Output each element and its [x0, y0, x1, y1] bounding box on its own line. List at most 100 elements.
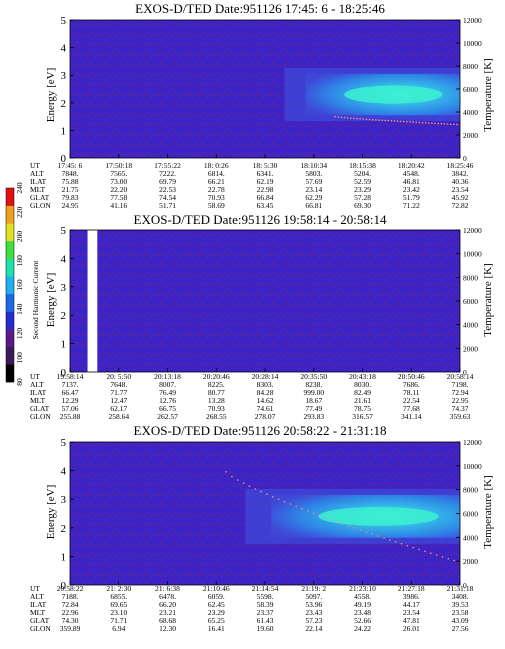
- temperature-point: [365, 118, 368, 121]
- temperature-point: [334, 115, 337, 118]
- panel-2-ylabel2: Temperature [K]: [482, 263, 494, 336]
- ephemeris-row-label: ALT: [30, 592, 44, 601]
- ephemeris-value: 23.58: [452, 608, 469, 617]
- ephemeris-value: 20:50:46: [398, 372, 425, 381]
- ephemeris-value: 26.01: [403, 624, 420, 633]
- energy-tick-label: 0: [61, 367, 67, 379]
- ephemeris-value: 23.48: [354, 608, 371, 617]
- temperature-point: [424, 122, 427, 124]
- ephemeris-value: 7648.: [110, 380, 127, 389]
- temperature-tick-label: 2000: [463, 131, 478, 140]
- temperature-tick-label: 2000: [463, 344, 478, 353]
- ephemeris-value: 7848.: [62, 169, 79, 178]
- temperature-point: [435, 554, 438, 556]
- temperature-point: [403, 120, 405, 123]
- ephemeris-row-label: UT: [30, 584, 40, 593]
- ephemeris-value: 23.54: [452, 185, 469, 194]
- ephemeris-value: 66.47: [62, 388, 79, 397]
- ephemeris-value: 69.30: [354, 201, 371, 210]
- ephemeris-value: 3408.: [452, 592, 469, 601]
- temperature-point: [359, 529, 362, 531]
- ephemeris-value: 14.62: [257, 396, 274, 405]
- energy-tick-label: 1: [61, 339, 67, 351]
- ephemeris-value: 53.96: [305, 600, 322, 609]
- ephemeris-value: 22.14: [305, 624, 322, 633]
- temperature-point: [428, 122, 430, 124]
- ephemeris-value: 6814.: [208, 169, 225, 178]
- colorbar-swatch: [6, 329, 14, 348]
- panel-3-plot: 0 1 2 3 4 5 0 2000 4000 6000 8000 10000 12000 20:58:2…: [30, 437, 482, 633]
- energy-tick-label: 1: [61, 125, 67, 137]
- colorbar-tick-label: 200: [15, 231, 24, 243]
- ephemeris-value: 23.14: [305, 185, 322, 194]
- ephemeris-value: 70.93: [208, 193, 225, 202]
- colorbar-label: Second Harmonic Current: [31, 260, 40, 340]
- ephemeris-row-label: ILAT: [30, 600, 47, 609]
- temperature-point: [318, 514, 321, 517]
- ephemeris-value: 19.60: [257, 624, 274, 633]
- temperature-point: [324, 516, 327, 519]
- ephemeris-value: 24.95: [62, 201, 79, 210]
- ephemeris-value: 268.55: [206, 412, 227, 421]
- ephemeris-value: 17:50:18: [105, 161, 132, 170]
- temperature-point: [289, 503, 292, 505]
- ephemeris-value: 18:15:38: [349, 161, 376, 170]
- ephemeris-value: 74.54: [159, 193, 176, 202]
- ephemeris-value: 52.59: [354, 177, 371, 186]
- ephemeris-value: 262.57: [157, 412, 178, 421]
- temperature-tick-label: 4000: [463, 108, 478, 117]
- colorbar-tick-label: 180: [15, 255, 24, 267]
- ephemeris-value: 66.21: [208, 177, 225, 186]
- ephemeris-value: 20:35:50: [300, 372, 327, 381]
- band-peak: [344, 85, 443, 104]
- ephemeris-value: 21:14:54: [252, 584, 279, 593]
- ephemeris-value: 21.75: [62, 185, 79, 194]
- ephemeris-value: 57.23: [305, 616, 322, 625]
- ephemeris-value: 5803.: [305, 169, 322, 178]
- energy-tick-label: 5: [61, 225, 67, 237]
- ephemeris-value: 21:31:18: [447, 584, 474, 593]
- ephemeris-value: 62.19: [257, 177, 274, 186]
- ephemeris-value: 8030.: [354, 380, 371, 389]
- ephemeris-value: 21.61: [354, 396, 371, 405]
- temperature-point: [350, 117, 352, 119]
- ephemeris-value: 23.37: [257, 608, 274, 617]
- temperature-point: [390, 120, 393, 122]
- energy-tick-label: 4: [61, 466, 67, 478]
- temperature-point: [368, 118, 371, 121]
- ephemeris-value: 8225.: [208, 380, 225, 389]
- ephemeris-value: 7565.: [110, 169, 127, 178]
- temperature-point: [353, 117, 355, 120]
- ephemeris-value: 17:45: 6: [58, 161, 83, 170]
- temperature-tick-label: 2000: [463, 557, 478, 566]
- temperature-point: [260, 490, 262, 493]
- ephemeris-value: 62.17: [110, 404, 127, 413]
- ephemeris-value: 20:20:46: [203, 372, 230, 381]
- ephemeris-value: 74.37: [452, 404, 469, 413]
- ephemeris-value: 7198.: [452, 380, 469, 389]
- energy-tick-label: 0: [61, 580, 67, 592]
- temperature-point: [225, 471, 227, 473]
- ephemeris-value: 58.69: [208, 201, 225, 210]
- ephemeris-value: 39.53: [452, 600, 469, 609]
- ephemeris-value: 57.69: [305, 177, 322, 186]
- ephemeris-value: 5598.: [257, 592, 274, 601]
- energy-tick-label: 2: [61, 310, 67, 322]
- temperature-point: [418, 548, 420, 551]
- ephemeris-value: 20:58:22: [57, 584, 84, 593]
- ephemeris-value: 68.68: [159, 616, 176, 625]
- ephemeris-row-label: GLAT: [30, 404, 50, 413]
- temperature-point: [242, 482, 245, 485]
- energy-tick-label: 3: [61, 494, 67, 506]
- ephemeris-value: 5204.: [354, 169, 371, 178]
- ephemeris-value: 74.30: [62, 616, 79, 625]
- colorbar-swatch: [6, 188, 14, 206]
- temperature-point: [456, 123, 458, 126]
- energy-tick-label: 3: [61, 282, 67, 294]
- colorbar-tick-label: 120: [15, 328, 24, 340]
- temperature-point: [394, 541, 397, 543]
- temperature-point: [236, 479, 239, 481]
- ephemeris-row-label: MLT: [30, 185, 46, 194]
- ephemeris-row-label: ILAT: [30, 177, 47, 186]
